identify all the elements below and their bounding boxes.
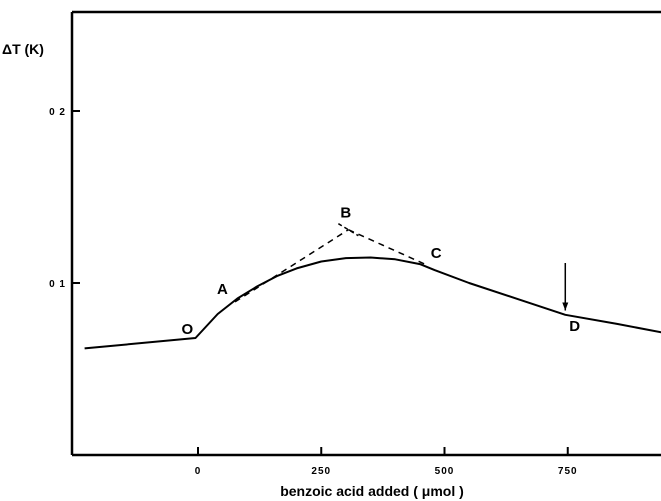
point-label-a: A [217, 281, 228, 298]
annotations [562, 263, 569, 311]
y-tick-label-1: 0 2 [49, 107, 66, 118]
y-tick-label-0: 0 1 [49, 279, 66, 290]
arrow-head-0 [562, 302, 569, 311]
x-tick-label-0: 0 [195, 466, 202, 477]
curve-line-0 [84, 256, 661, 350]
y-axis-ticks: 0 1 0 2 [49, 107, 80, 290]
x-tick-label-2: 500 [435, 466, 455, 477]
x-tick-label-1: 250 [311, 466, 331, 477]
x-axis-label: benzoic acid added ( μmol ) [280, 483, 464, 499]
y-axis-label: ΔT (K) [2, 41, 44, 57]
point-label-b: B [340, 205, 351, 222]
point-label-d: D [569, 318, 580, 335]
x-axis-ticks: 0 250 500 750 [195, 447, 578, 477]
point-label-c: C [431, 245, 442, 262]
x-tick-label-3: 750 [558, 466, 578, 477]
tangent-line-1 [234, 229, 349, 303]
tangent-line-2 [348, 229, 426, 265]
point-marker-b [337, 223, 359, 237]
point-label-o: O [182, 321, 194, 338]
point-labels: O A B C D [182, 205, 581, 338]
data-series [84, 229, 661, 350]
plot-frame [70, 10, 661, 457]
